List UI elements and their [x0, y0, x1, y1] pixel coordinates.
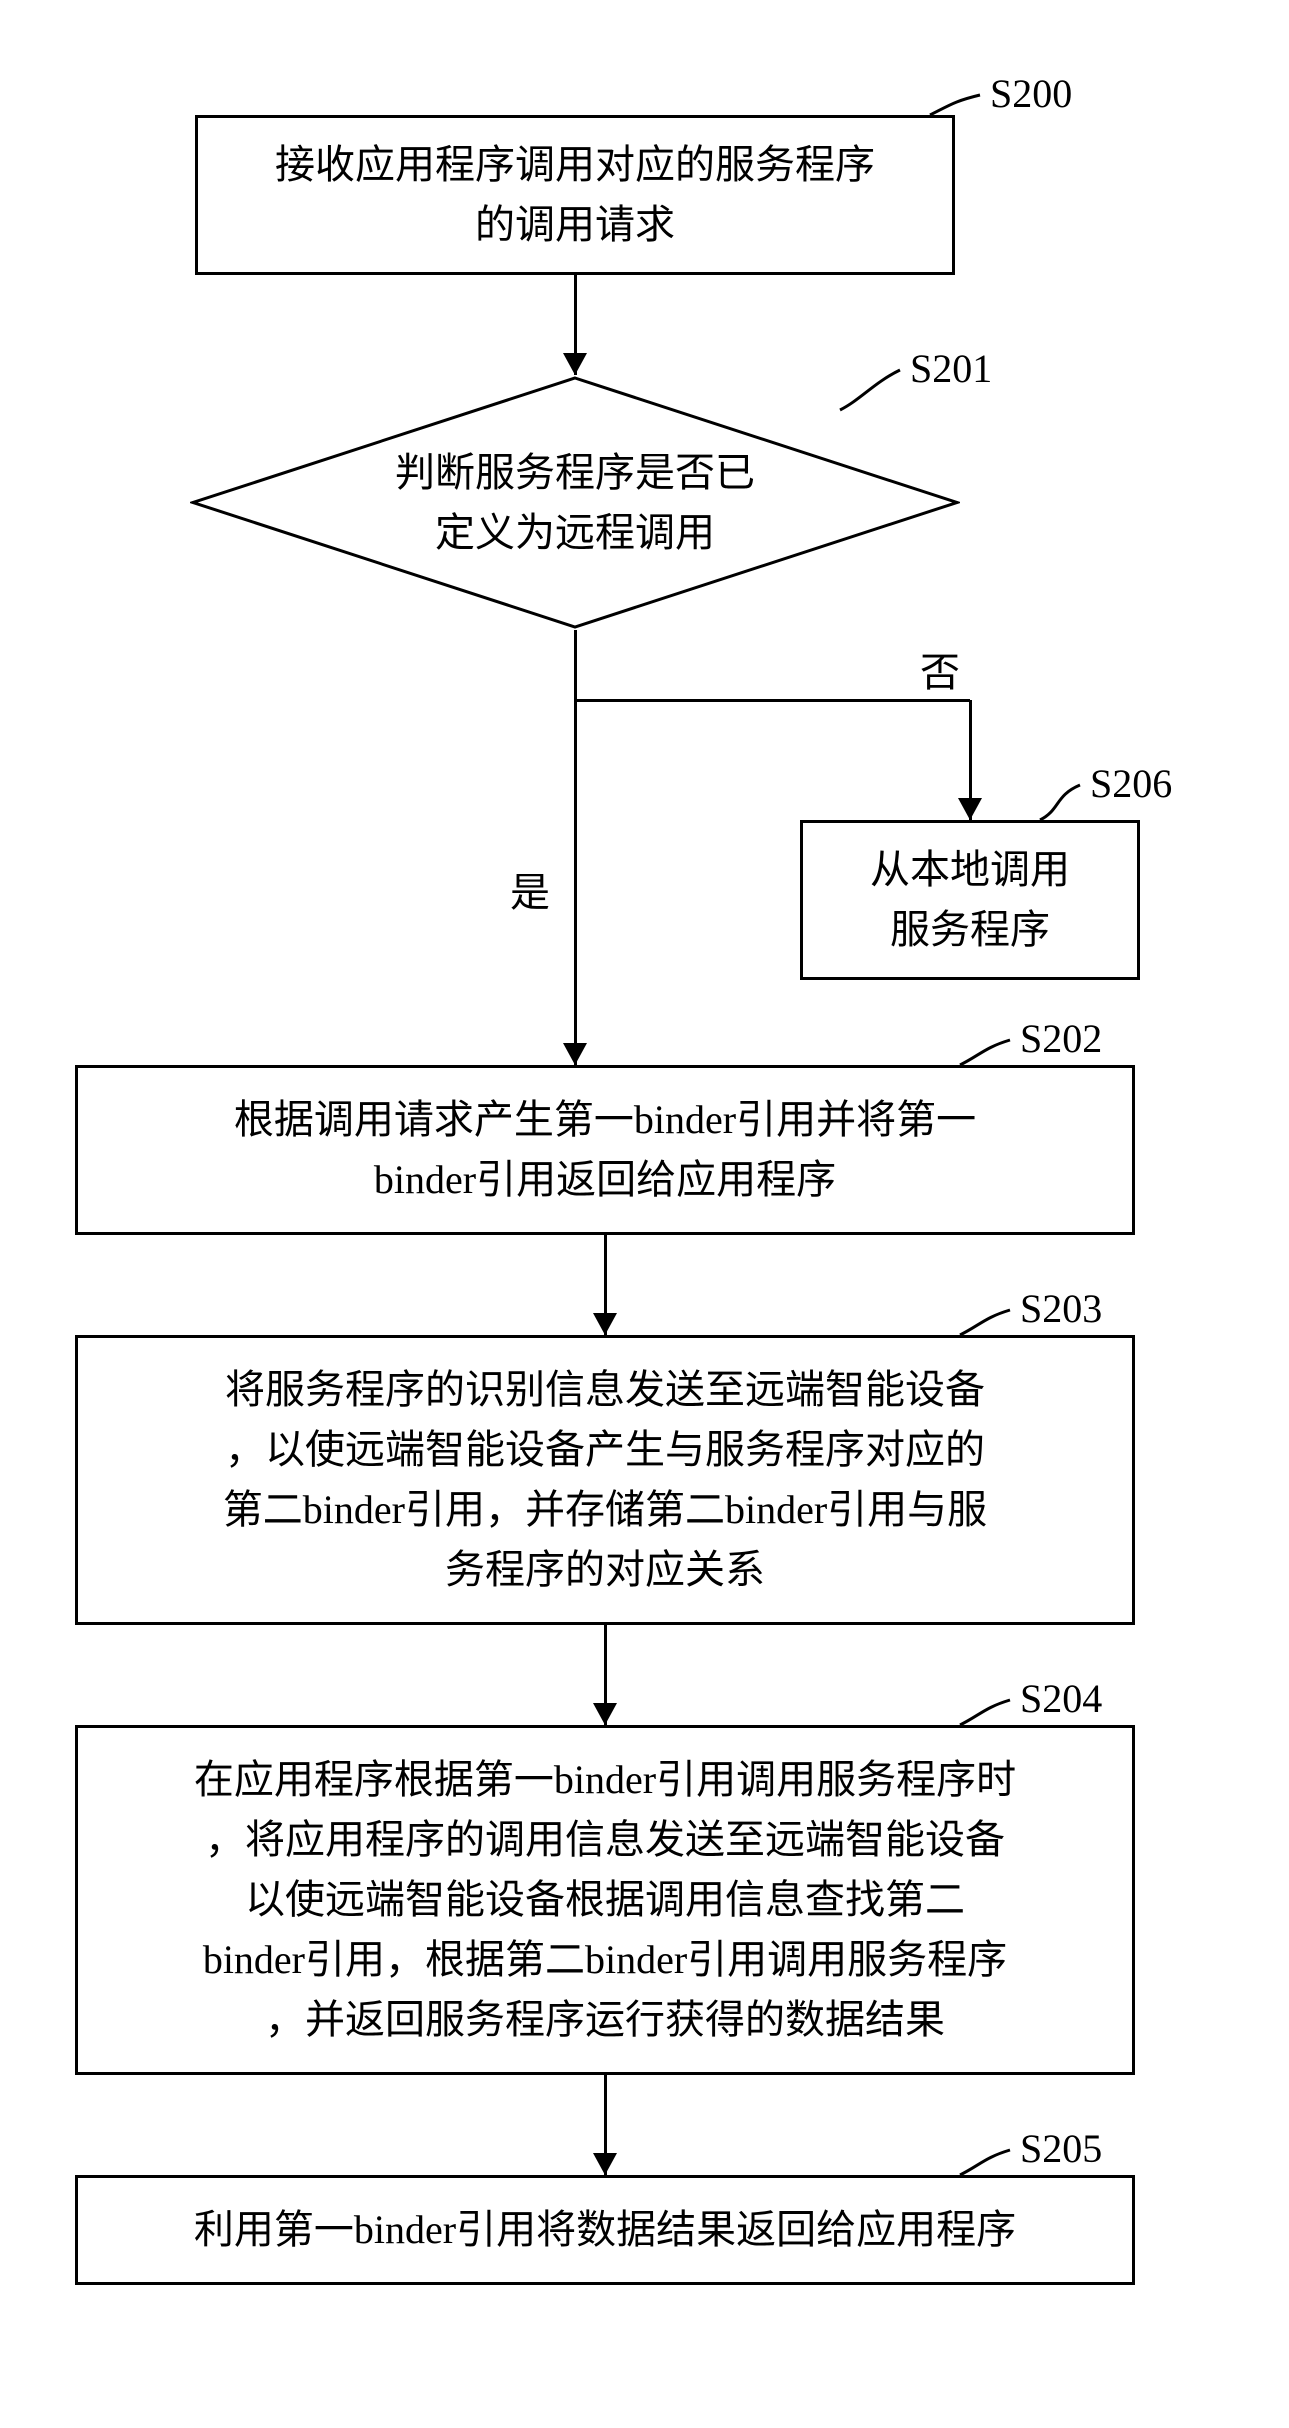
node-text-S205: 利用第一binder引用将数据结果返回给应用程序 [194, 2200, 1016, 2260]
arrowhead-S201-S202 [563, 1043, 587, 1065]
node-S200: 接收应用程序调用对应的服务程序的调用请求 [195, 115, 955, 275]
node-text-S200: 接收应用程序调用对应的服务程序的调用请求 [275, 135, 875, 255]
node-text-S203: 将服务程序的识别信息发送至远端智能设备，以使远端智能设备产生与服务程序对应的第二… [223, 1360, 987, 1600]
arrowhead-S200-S201 [563, 353, 587, 375]
leader-S205 [920, 2110, 1050, 2215]
node-S203: 将服务程序的识别信息发送至远端智能设备，以使远端智能设备产生与服务程序对应的第二… [75, 1335, 1135, 1625]
leader-S202 [920, 1000, 1050, 1105]
node-S204: 在应用程序根据第一binder引用调用服务程序时，将应用程序的调用信息发送至远端… [75, 1725, 1135, 2075]
leader-S201 [800, 330, 940, 450]
arrowhead-S202-S203 [593, 1313, 617, 1335]
edge-S201-S206-seg0 [575, 699, 970, 702]
edge-label-S201-S202: 是 [510, 860, 550, 918]
arrowhead-S203-S204 [593, 1703, 617, 1725]
leader-S203 [920, 1270, 1050, 1375]
edge-label-S201-S206: 否 [920, 640, 960, 698]
leader-S204 [920, 1660, 1050, 1765]
leader-S200 [890, 55, 1020, 155]
node-text-S204: 在应用程序根据第一binder引用调用服务程序时，将应用程序的调用信息发送至远端… [194, 1750, 1016, 2050]
leader-S206 [1000, 745, 1120, 860]
arrowhead-S201-S206 [958, 798, 982, 820]
arrowhead-S204-S205 [593, 2153, 617, 2175]
edge-S201-S202-seg0 [574, 630, 577, 1065]
flowchart-canvas: 接收应用程序调用对应的服务程序的调用请求S200判断服务程序是否已定义为远程调用… [20, 40, 1269, 2388]
node-text-S202: 根据调用请求产生第一binder引用并将第一binder引用返回给应用程序 [234, 1090, 976, 1210]
